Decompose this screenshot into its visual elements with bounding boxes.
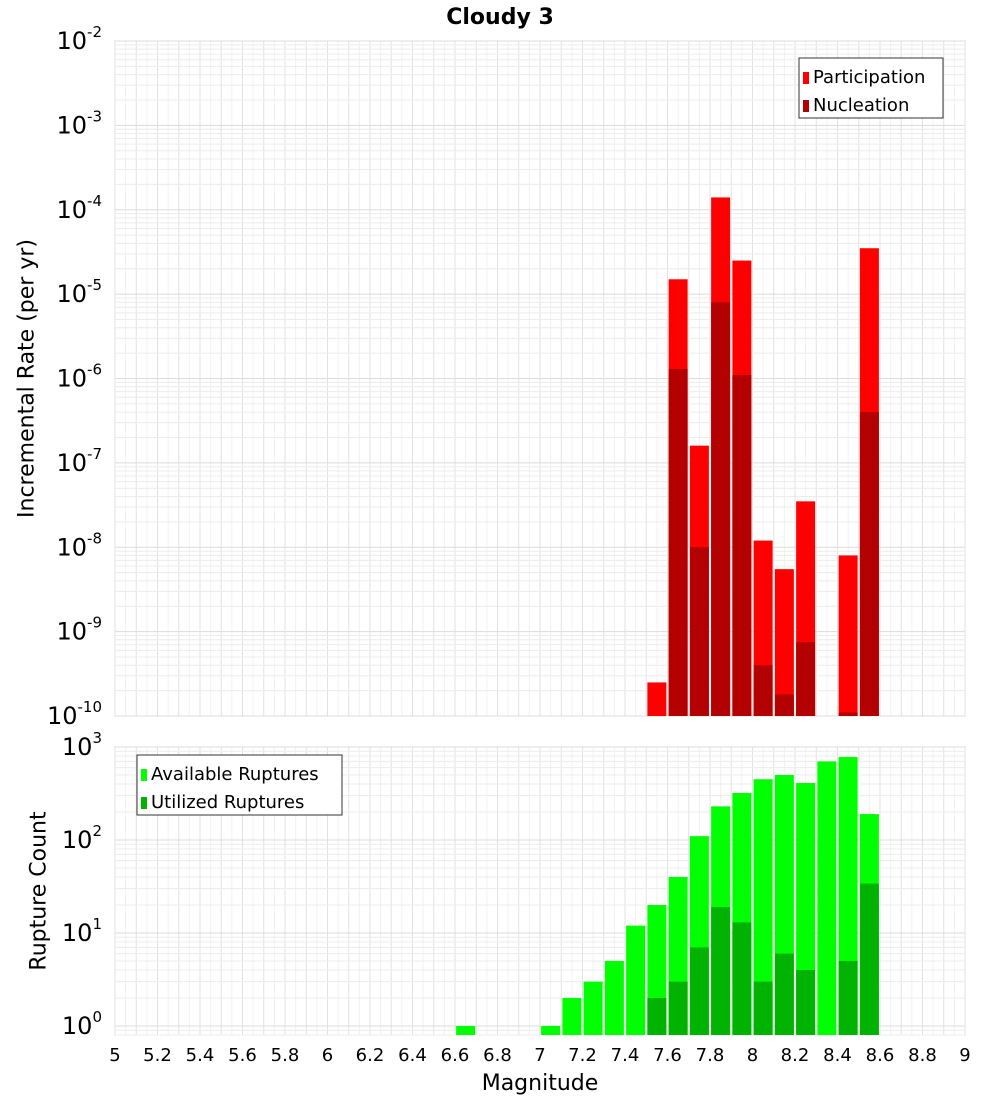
bar-available-ruptures bbox=[626, 925, 646, 1035]
legend-box bbox=[798, 57, 944, 119]
x-tick-label: 5.6 bbox=[228, 1045, 257, 1066]
bar-utilized-ruptures bbox=[838, 960, 858, 1035]
bar-nucleation bbox=[774, 694, 794, 716]
bar-nucleation bbox=[859, 412, 879, 716]
x-tick-label: 9 bbox=[959, 1045, 970, 1066]
chart-title: Cloudy 3 bbox=[446, 5, 554, 30]
bar-available-ruptures bbox=[753, 779, 773, 1035]
bar-available-ruptures bbox=[583, 981, 603, 1035]
bar-nucleation bbox=[732, 375, 752, 716]
top-plot-panel: 10-10 10-9 10-8 10-7 10-6 10-5 10-4 10-3 10-2 In… bbox=[15, 23, 966, 730]
y-tick-label: 10-10 bbox=[47, 698, 102, 730]
x-tick-label: 5 bbox=[109, 1045, 120, 1066]
bar-available-ruptures bbox=[817, 761, 837, 1035]
top-y-tick-labels: 10-10 10-9 10-8 10-7 10-6 10-5 10-4 10-3 10-2 bbox=[47, 23, 102, 730]
x-tick-label: 8.6 bbox=[866, 1045, 895, 1066]
bar-utilized-ruptures bbox=[796, 969, 816, 1035]
bar-available-ruptures bbox=[562, 997, 582, 1035]
bar-utilized-ruptures bbox=[668, 981, 688, 1035]
y-tick-label: 10-7 bbox=[56, 445, 102, 477]
y-tick-label: 10-8 bbox=[56, 529, 102, 561]
x-tick-label: 7.8 bbox=[696, 1045, 725, 1066]
y-tick-label: 10-3 bbox=[56, 107, 102, 139]
bottom-plot-panel: 100 101 102 103 5 5.2 5.4 5.6 5.8 6 6.2 6.4 6.6 6.8 7… bbox=[27, 729, 971, 1096]
top-grid bbox=[114, 40, 966, 717]
y-tick-label: 102 bbox=[62, 822, 102, 854]
legend-label: Available Ruptures bbox=[151, 764, 319, 785]
x-tick-label: 7 bbox=[534, 1045, 545, 1066]
bar-participation bbox=[838, 555, 858, 716]
bar-nucleation bbox=[668, 368, 688, 716]
x-tick-label: 5.2 bbox=[143, 1045, 172, 1066]
y-tick-label: 10-4 bbox=[56, 192, 102, 224]
x-tick-label: 8 bbox=[747, 1045, 758, 1066]
bar-available-ruptures bbox=[456, 1025, 476, 1035]
x-tick-label: 6 bbox=[322, 1045, 333, 1066]
x-tick-label: 7.4 bbox=[611, 1045, 640, 1066]
y-tick-label: 10-9 bbox=[56, 614, 102, 646]
top-legend: Participation Nucleation bbox=[798, 57, 944, 119]
x-tick-label: 6.8 bbox=[483, 1045, 512, 1066]
bottom-y-axis-label: Rupture Count bbox=[27, 811, 52, 971]
bar-utilized-ruptures bbox=[859, 883, 879, 1035]
x-tick-label: 8.2 bbox=[781, 1045, 810, 1066]
bar-nucleation bbox=[796, 642, 816, 716]
legend-swatch bbox=[141, 769, 147, 781]
y-tick-label: 10-2 bbox=[56, 23, 102, 55]
bar-nucleation bbox=[689, 547, 709, 716]
x-tick-labels: 5 5.2 5.4 5.6 5.8 6 6.2 6.4 6.6 6.8 7 7.2 7.4 7.6 7.8 8… bbox=[109, 1045, 970, 1066]
bar-available-ruptures bbox=[541, 1025, 561, 1035]
y-tick-label: 101 bbox=[62, 915, 102, 947]
x-tick-label: 5.8 bbox=[271, 1045, 300, 1066]
bar-utilized-ruptures bbox=[732, 922, 752, 1035]
legend-label: Nucleation bbox=[813, 95, 909, 116]
bottom-legend: Available Ruptures Utilized Ruptures bbox=[136, 754, 343, 816]
top-y-axis-label: Incremental Rate (per yr) bbox=[15, 239, 40, 518]
legend-label: Participation bbox=[813, 67, 925, 88]
y-tick-label: 103 bbox=[62, 729, 102, 761]
x-tick-label: 8.8 bbox=[908, 1045, 937, 1066]
legend-label: Utilized Ruptures bbox=[151, 792, 304, 813]
bar-participation bbox=[647, 682, 667, 716]
bar-available-ruptures bbox=[604, 960, 624, 1035]
bar-utilized-ruptures bbox=[647, 997, 667, 1035]
x-tick-label: 7.6 bbox=[653, 1045, 682, 1066]
bar-nucleation bbox=[711, 302, 731, 716]
bar-nucleation bbox=[753, 665, 773, 716]
y-tick-label: 10-5 bbox=[56, 276, 102, 308]
bottom-bars bbox=[456, 757, 879, 1035]
bar-participation bbox=[774, 569, 794, 716]
x-tick-label: 6.4 bbox=[398, 1045, 427, 1066]
x-tick-label: 8.4 bbox=[823, 1045, 852, 1066]
legend-box bbox=[136, 754, 343, 816]
bottom-y-tick-labels: 100 101 102 103 bbox=[62, 729, 102, 1040]
bar-utilized-ruptures bbox=[774, 953, 794, 1035]
y-tick-label: 10-6 bbox=[56, 361, 102, 393]
x-axis-label: Magnitude bbox=[482, 1071, 599, 1096]
legend-swatch bbox=[141, 797, 147, 809]
x-tick-label: 5.4 bbox=[186, 1045, 215, 1066]
legend-swatch bbox=[803, 72, 809, 84]
bar-utilized-ruptures bbox=[711, 907, 731, 1035]
x-tick-label: 6.2 bbox=[356, 1045, 385, 1066]
x-tick-label: 6.6 bbox=[441, 1045, 470, 1066]
y-tick-label: 100 bbox=[62, 1008, 102, 1040]
top-bars bbox=[647, 197, 879, 717]
bar-utilized-ruptures bbox=[753, 981, 773, 1035]
bar-utilized-ruptures bbox=[689, 947, 709, 1035]
bar-nucleation bbox=[838, 712, 858, 716]
x-tick-label: 7.2 bbox=[568, 1045, 597, 1066]
legend-swatch bbox=[803, 100, 809, 112]
